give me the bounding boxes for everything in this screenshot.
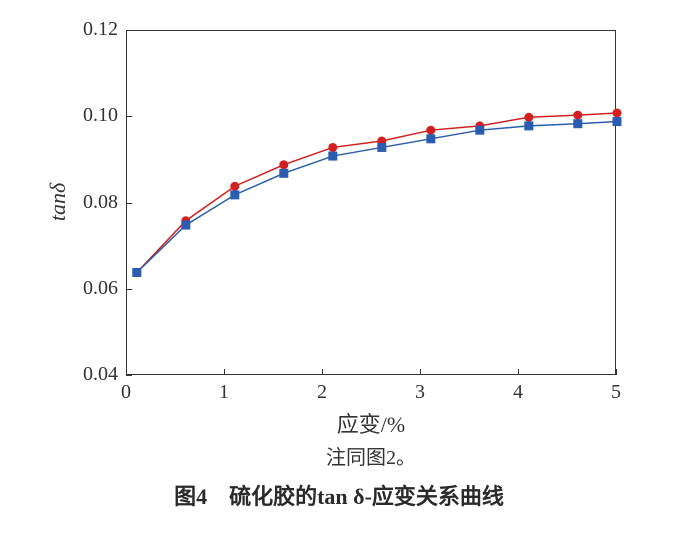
xtick-label: 0	[106, 381, 146, 404]
x-axis-label: 应变/%	[311, 407, 431, 439]
series-red-marker	[230, 182, 239, 191]
ytick-mark	[126, 116, 132, 117]
xtick-mark	[616, 369, 617, 375]
ytick-mark	[126, 289, 132, 290]
series-blue-marker	[524, 121, 533, 130]
series-blue-marker	[426, 134, 435, 143]
ytick-mark	[126, 375, 132, 376]
series-red-line	[137, 113, 617, 273]
series-blue-marker	[377, 143, 386, 152]
xtick-label: 3	[400, 381, 440, 404]
figure-caption: 图4 硫化胶的tan δ-应变关系曲线	[0, 479, 678, 511]
series-blue-marker	[613, 117, 622, 126]
series-blue-line	[137, 122, 617, 273]
series-blue-marker	[181, 221, 190, 230]
series-blue-marker	[328, 152, 337, 161]
y-axis-label: tanδ	[45, 162, 71, 242]
ytick-label: 0.12	[64, 18, 118, 41]
ytick-label: 0.08	[64, 191, 118, 214]
ytick-mark	[126, 203, 132, 204]
ytick-label: 0.10	[64, 104, 118, 127]
series-svg	[127, 31, 617, 376]
xtick-mark	[126, 369, 127, 375]
xtick-label: 5	[596, 381, 636, 404]
series-blue-marker	[475, 126, 484, 135]
xtick-label: 1	[204, 381, 244, 404]
xtick-label: 2	[302, 381, 342, 404]
series-red-marker	[524, 113, 533, 122]
figure-container: 0.040.060.080.100.12 012345 tanδ 应变/% 注同…	[0, 0, 678, 536]
series-red-marker	[426, 126, 435, 135]
xtick-mark	[322, 369, 323, 375]
figure-note: 注同图2。	[291, 441, 451, 470]
series-red-marker	[279, 160, 288, 169]
plot-area	[126, 30, 616, 375]
xtick-mark	[224, 369, 225, 375]
ytick-label: 0.06	[64, 277, 118, 300]
series-blue-marker	[230, 190, 239, 199]
xtick-mark	[518, 369, 519, 375]
series-red-marker	[328, 143, 337, 152]
series-red-marker	[613, 108, 622, 117]
series-blue-marker	[132, 268, 141, 277]
series-blue-marker	[279, 169, 288, 178]
ytick-mark	[126, 30, 132, 31]
xtick-mark	[420, 369, 421, 375]
series-red-marker	[573, 111, 582, 120]
xtick-label: 4	[498, 381, 538, 404]
series-blue-marker	[573, 119, 582, 128]
